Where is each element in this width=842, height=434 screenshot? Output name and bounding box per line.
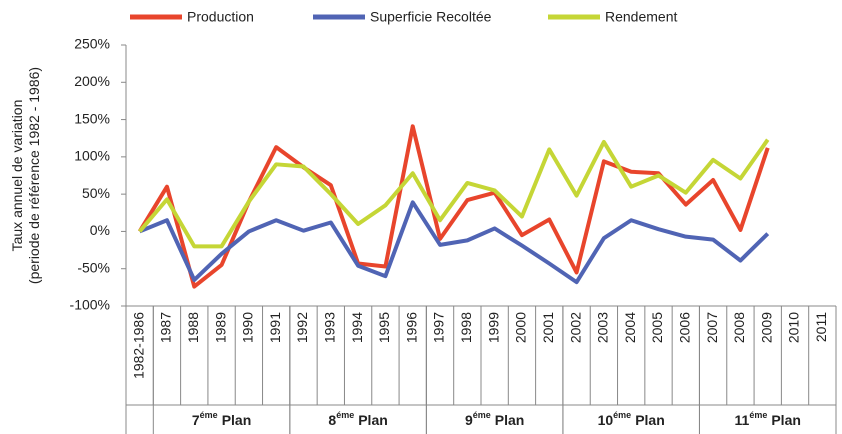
x-tick-label: 2005: [649, 312, 665, 343]
x-tick-label: 1991: [267, 312, 283, 343]
x-tick-label: 2003: [595, 312, 611, 343]
x-tick-label: 2010: [786, 312, 802, 343]
group-suffix: éme: [200, 410, 218, 420]
group-number: 7: [192, 412, 200, 428]
group-number: 11: [735, 412, 750, 428]
x-tick-label: 2004: [622, 312, 638, 343]
y-tick-label: 100%: [74, 148, 110, 164]
group-word: Plan: [358, 412, 388, 428]
legend-label: Rendement: [605, 9, 677, 25]
group-suffix: éme: [749, 410, 767, 420]
x-tick-label: 1982-1986: [130, 312, 146, 379]
group-label: 10éme Plan: [598, 410, 665, 427]
x-tick-label: 1994: [349, 312, 365, 343]
group-label: 8éme Plan: [328, 410, 387, 427]
y-tick-label: 150%: [74, 110, 110, 126]
y-tick-label: -50%: [77, 259, 110, 275]
y-tick-label: -100%: [70, 297, 110, 313]
group-number: 10: [598, 412, 614, 428]
group-suffix: éme: [336, 410, 354, 420]
x-tick-label: 1998: [458, 312, 474, 343]
group-number: 8: [328, 412, 336, 428]
legend-label: Production: [187, 9, 254, 25]
x-tick-label: 2011: [813, 312, 829, 342]
group-label: 11éme Plan: [735, 410, 801, 427]
group-word: Plan: [771, 412, 801, 428]
y-tick-label: 200%: [74, 73, 110, 89]
x-tick-label: 2008: [731, 312, 747, 343]
x-tick-label: 1996: [403, 312, 419, 343]
y-tick-label: 250%: [74, 36, 110, 52]
x-tick-label: 2002: [567, 312, 583, 343]
group-suffix: éme: [473, 410, 491, 420]
x-tick-label: 1995: [376, 312, 392, 343]
x-tick-label: 2001: [540, 312, 556, 343]
series-line: [137, 124, 770, 289]
x-tick-label: 1992: [294, 312, 310, 343]
x-tick-label: 1997: [431, 312, 447, 343]
x-tick-label: 2009: [758, 312, 774, 343]
y-axis-label: Taux annuel de variation(periode de réfé…: [9, 67, 42, 284]
x-tick-label: 1989: [212, 312, 228, 343]
y-tick-label: 50%: [82, 185, 110, 201]
x-tick-label: 1987: [158, 312, 174, 343]
x-tick-label: 2007: [704, 312, 720, 343]
legend-label: Superficie Recoltée: [370, 9, 492, 25]
series-line: [138, 138, 770, 249]
x-tick-label: 1993: [322, 312, 338, 343]
x-tick-label: 2000: [513, 312, 529, 343]
series-line: [138, 200, 770, 285]
group-word: Plan: [495, 412, 525, 428]
group-label: 9éme Plan: [465, 410, 524, 427]
group-number: 9: [465, 412, 473, 428]
y-axis-label-line: Taux annuel de variation: [9, 100, 25, 252]
y-axis-label-line: (periode de référence 1982 - 1986): [26, 67, 42, 284]
group-suffix: éme: [613, 410, 631, 420]
y-tick-label: 0%: [90, 222, 110, 238]
group-label: 7éme Plan: [192, 410, 251, 427]
x-tick-label: 1999: [485, 312, 501, 343]
x-tick-label: 1988: [185, 312, 201, 343]
x-tick-label: 2006: [677, 312, 693, 343]
group-word: Plan: [635, 412, 665, 428]
group-word: Plan: [222, 412, 252, 428]
x-tick-label: 1990: [240, 312, 256, 343]
